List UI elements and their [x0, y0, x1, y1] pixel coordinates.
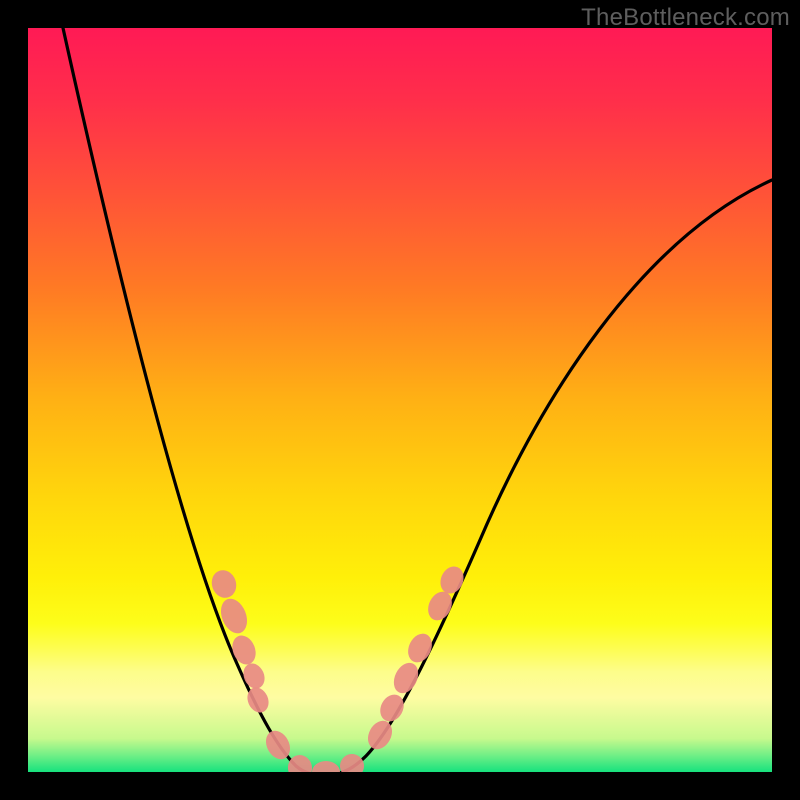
- bottleneck-chart: [0, 0, 800, 800]
- plot-background: [28, 28, 772, 772]
- watermark-text: TheBottleneck.com: [581, 4, 790, 32]
